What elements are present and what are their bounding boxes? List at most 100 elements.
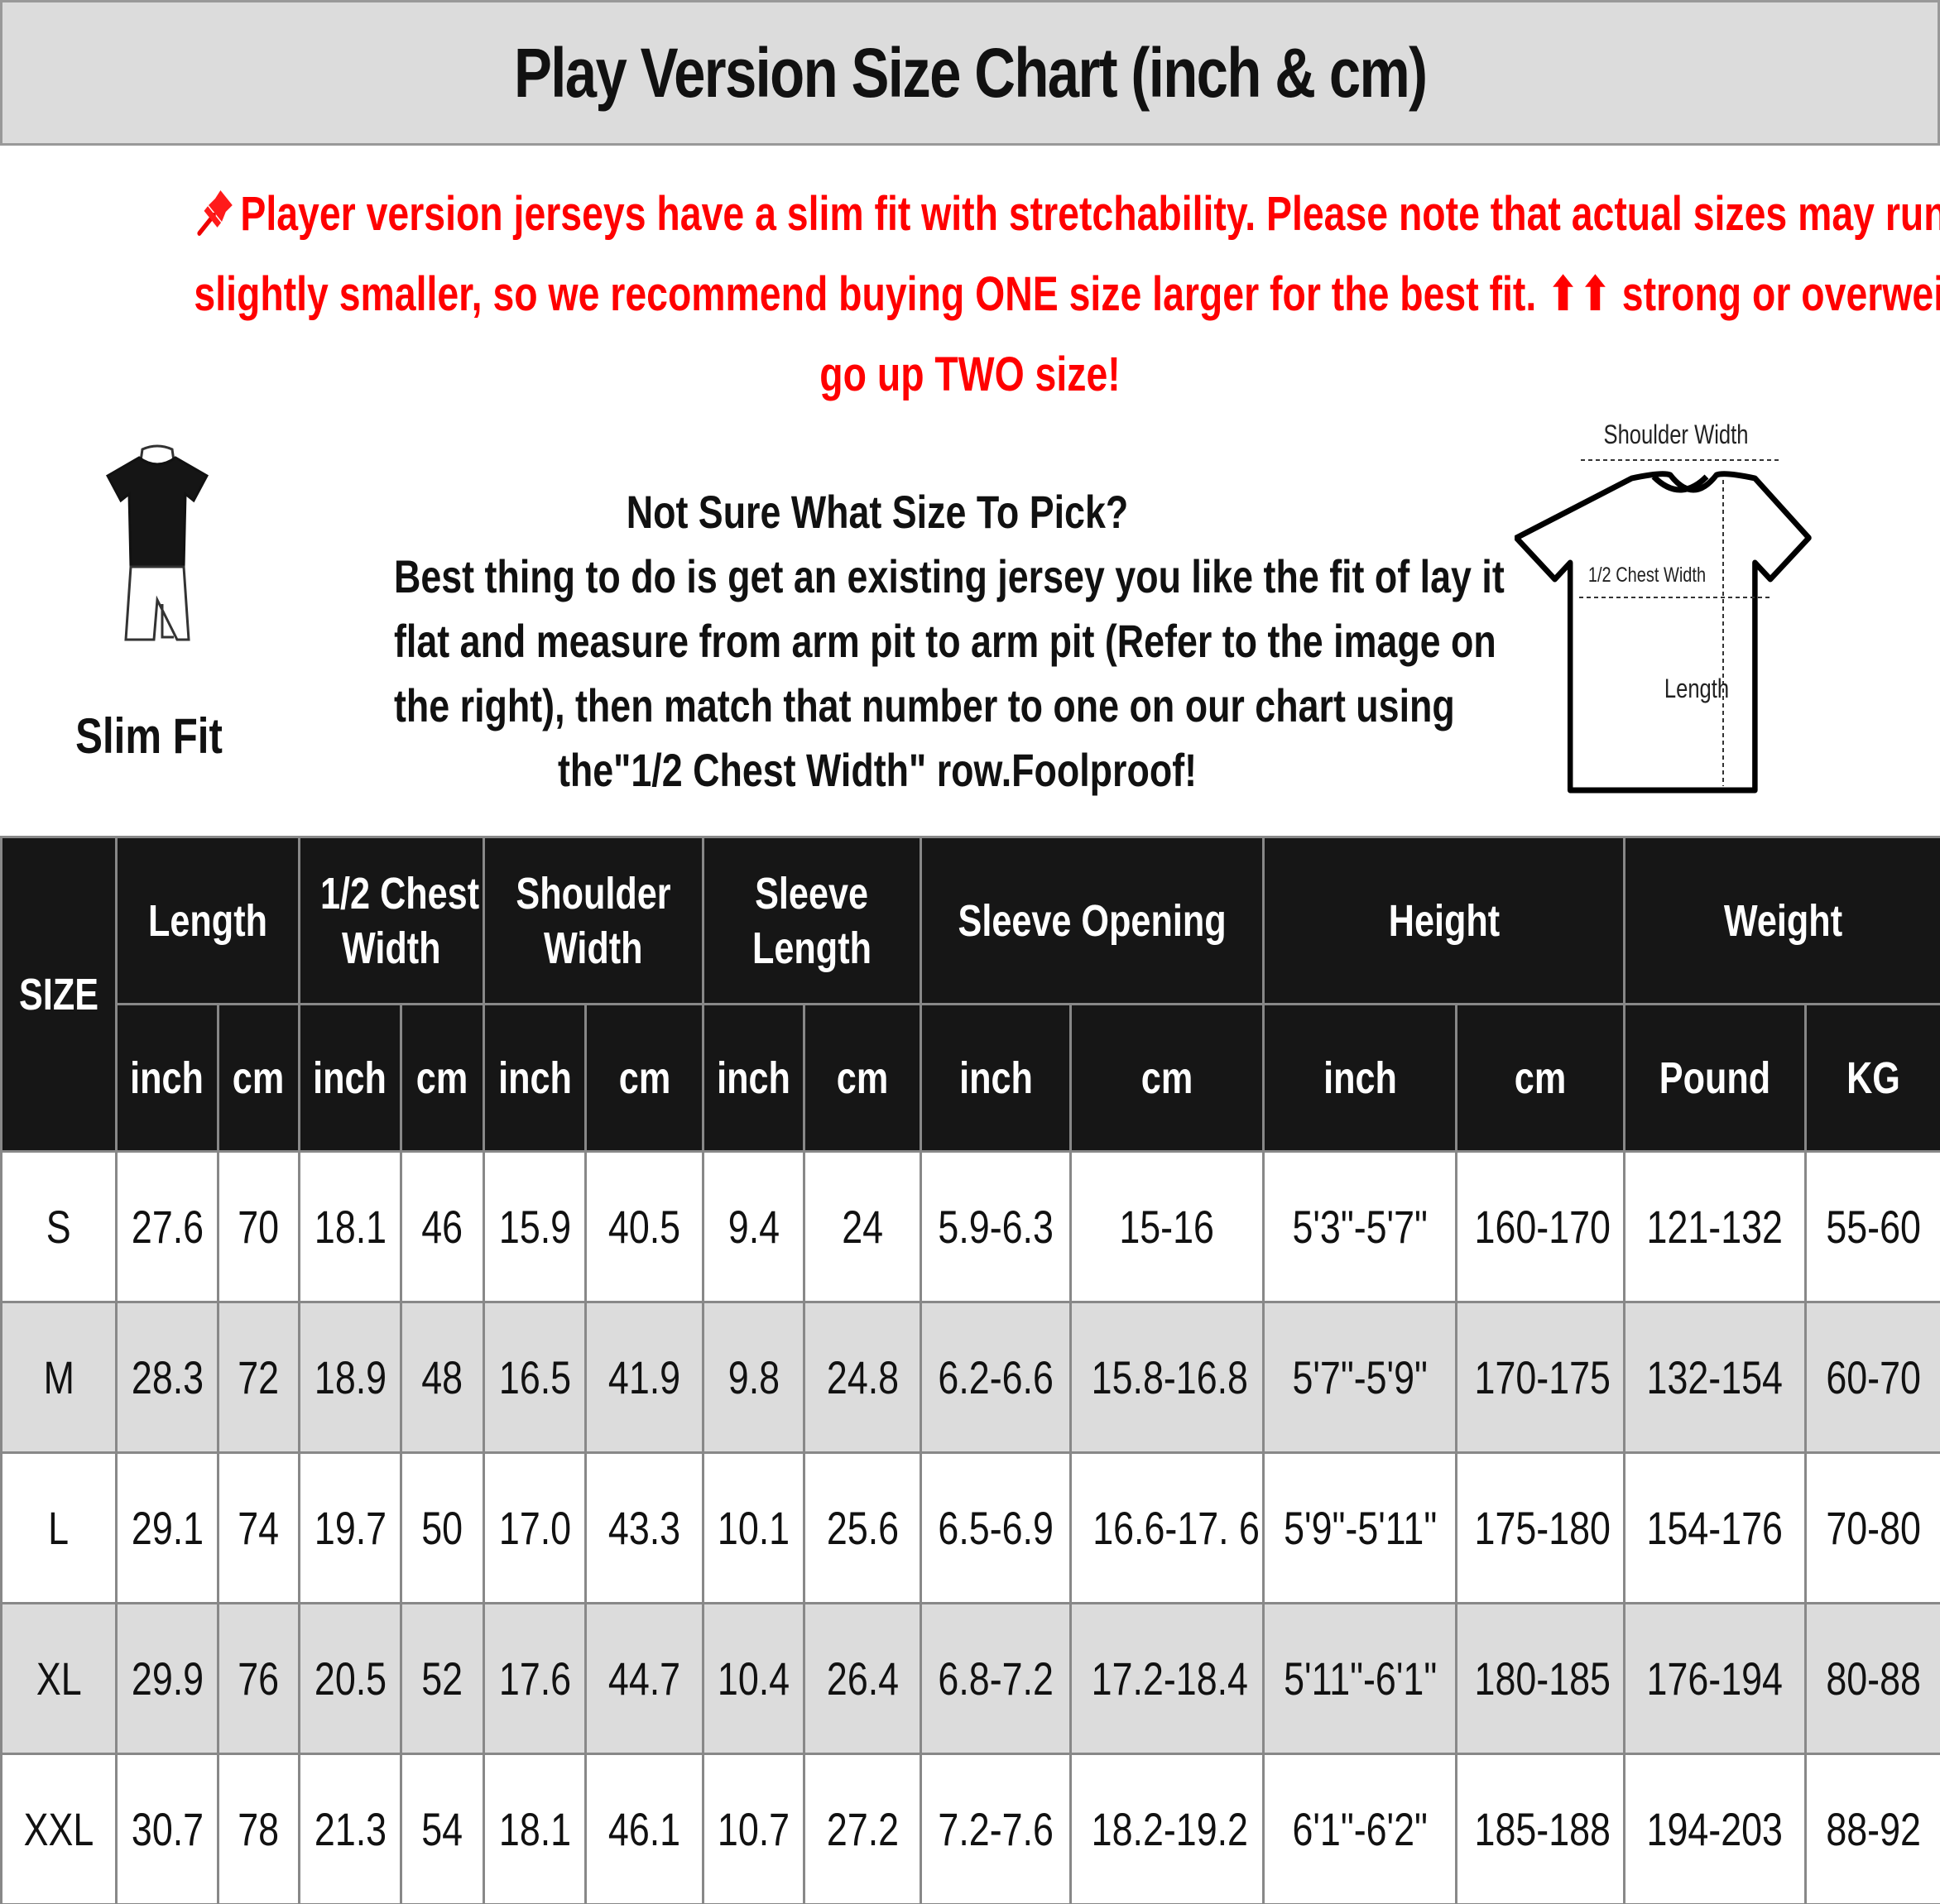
table-cell: 160-170 [1455,1150,1626,1303]
table-cell: 15.8-16.8 [1069,1301,1265,1454]
guide-heading: Not Sure What Size To Pick? [626,486,1129,538]
unit-header: cm [399,1003,486,1153]
column-group-header: Sleeve Opening [920,836,1265,1005]
page-title: Play Version Size Chart (inch & cm) [513,33,1428,112]
table-row: S 27.6 70 18.1 46 15.9 40.5 9.4 24 5.9-6.3 15-16 5'… [0,1150,1940,1303]
table-cell: 9.4 [702,1150,806,1303]
table-cell: 70-80 [1804,1451,1940,1604]
notice-line-1: Player version jerseys have a slim fit w… [194,174,1940,254]
table-cell: 18.1 [298,1150,402,1303]
table-cell: 27.6 [115,1150,219,1303]
unit-header: inch [115,1003,219,1153]
guide-line: the"1/2 Chest Width" row.Foolproof! [557,744,1198,796]
table-row: XXL 30.7 78 21.3 54 18.1 46.1 10.7 27.2 7.2-7.6 18… [0,1753,1940,1904]
table-cell: 46 [399,1150,486,1303]
size-cell: XXL [0,1753,118,1904]
table-cell: 44.7 [584,1602,705,1755]
table-cell: 132-154 [1623,1301,1808,1454]
table-row: M 28.3 72 18.9 48 16.5 41.9 9.8 24.8 6.2-6.6 15.8-… [0,1301,1940,1454]
table-cell: 76 [217,1602,300,1755]
table-row: L 29.1 74 19.7 50 17.0 43.3 10.1 25.6 6.5-6.9 16.6… [0,1451,1940,1604]
table-cell: 74 [217,1451,300,1604]
column-group-header: Length [115,836,300,1005]
table-cell: 18.2-19.2 [1069,1753,1265,1904]
table-cell: 21.3 [298,1753,402,1904]
guide-line: Best thing to do is get an existing jers… [394,550,1505,602]
table-cell: 30.7 [115,1753,219,1904]
table-cell: 40.5 [584,1150,705,1303]
table-cell: 7.2-7.6 [920,1753,1073,1904]
table-row: XL 29.9 76 20.5 52 17.6 44.7 10.4 26.4 6.8-7.2 17.… [0,1602,1940,1755]
table-cell: 43.3 [584,1451,705,1604]
unit-header: inch [702,1003,806,1153]
column-group-header: Sleeve Length [702,836,923,1005]
table-cell: 17.0 [483,1451,588,1604]
table-cell: 185-188 [1455,1753,1626,1904]
table-cell: 6.2-6.6 [920,1301,1073,1454]
column-group-header: Height [1262,836,1626,1005]
table-cell: 18.1 [483,1753,588,1904]
table-cell: 10.1 [702,1451,806,1604]
table-cell: 55-60 [1804,1150,1940,1303]
guide-line: flat and measure from arm pit to arm pit… [394,615,1496,667]
table-cell: 176-194 [1623,1602,1808,1755]
size-cell: S [0,1150,118,1303]
sizing-guide: Not Sure What Size To Pick? Best thing t… [273,480,1505,803]
table-cell: 170-175 [1455,1301,1626,1454]
shoulder-width-label: Shoulder Width [1604,420,1749,449]
table-cell: 5'9"-5'11" [1262,1451,1458,1604]
table-cell: 29.1 [115,1451,219,1604]
notice-line-2: slightly smaller, so we recommend buying… [194,267,1940,321]
table-cell: 46.1 [584,1753,705,1904]
table-cell: 29.9 [115,1602,219,1755]
table-cell: 154-176 [1623,1451,1808,1604]
table-cell: 17.2-18.4 [1069,1602,1265,1755]
table-cell: 6.8-7.2 [920,1602,1073,1755]
table-cell: 9.8 [702,1301,806,1454]
unit-header: cm [803,1003,923,1153]
unit-header: inch [298,1003,402,1153]
table-cell: 180-185 [1455,1602,1626,1755]
table-cell: 6.5-6.9 [920,1451,1073,1604]
table-cell: 78 [217,1753,300,1904]
pushpin-icon [197,190,233,236]
table-cell: 26.4 [803,1602,923,1755]
table-cell: 72 [217,1301,300,1454]
title-band: Play Version Size Chart (inch & cm) [0,0,1940,146]
unit-header: cm [1455,1003,1626,1153]
table-cell: 50 [399,1451,486,1604]
table-cell: 19.7 [298,1451,402,1604]
table-cell: 5.9-6.3 [920,1150,1073,1303]
table-cell: 20.5 [298,1602,402,1755]
unit-header: KG [1804,1003,1940,1153]
table-cell: 18.9 [298,1301,402,1454]
unit-header: inch [1262,1003,1458,1153]
column-group-header: Weight [1623,836,1940,1005]
table-cell: 28.3 [115,1301,219,1454]
size-cell: M [0,1301,118,1454]
size-cell: XL [0,1602,118,1755]
fit-notice: Player version jerseys have a slim fit w… [0,174,1940,415]
table-cell: 48 [399,1301,486,1454]
length-label: Length [1664,674,1729,703]
table-cell: 5'3"-5'7" [1262,1150,1458,1303]
table-cell: 175-180 [1455,1451,1626,1604]
size-cell: L [0,1451,118,1604]
unit-header: inch [483,1003,588,1153]
table-cell: 70 [217,1150,300,1303]
table-cell: 10.7 [702,1753,806,1904]
table-cell: 5'7"-5'9" [1262,1301,1458,1454]
table-cell: 6'1"-6'2" [1262,1753,1458,1904]
table-cell: 25.6 [803,1451,923,1604]
table-cell: 24.8 [803,1301,923,1454]
table-cell: 52 [399,1602,486,1755]
table-cell: 16.5 [483,1301,588,1454]
unit-header: inch [920,1003,1073,1153]
table-cell: 16.6-17. 6 [1069,1451,1265,1604]
slim-fit-label: Slim Fit [75,708,223,764]
table-cell: 60-70 [1804,1301,1940,1454]
tshirt-measurement-diagram: Shoulder Width 1/2 Chest Width Length [1515,420,1812,794]
mannequin-icon [105,444,209,641]
table-cell: 27.2 [803,1753,923,1904]
column-group-header: 1/2 Chest Width [297,836,486,1005]
